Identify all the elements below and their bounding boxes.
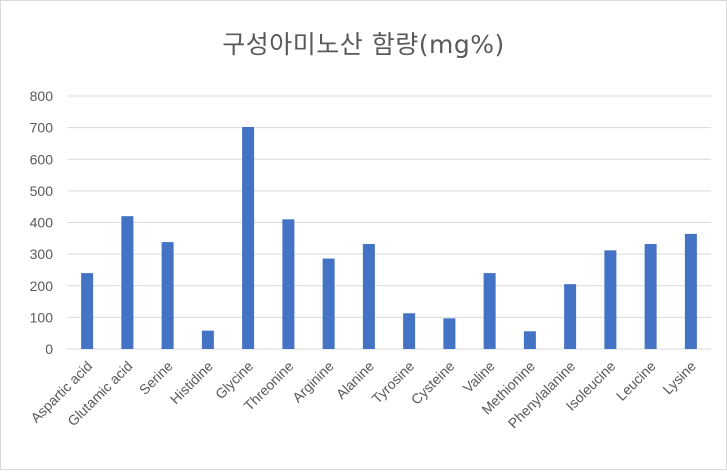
x-tick-label: Lysine (659, 358, 699, 398)
y-tick-label: 0 (45, 341, 53, 357)
bar-histidine (201, 330, 214, 349)
bar-leucine (644, 244, 657, 349)
bar-serine (161, 242, 174, 349)
y-tick-label: 200 (30, 278, 54, 294)
y-tick-label: 100 (30, 309, 54, 325)
y-tick-label: 600 (30, 151, 54, 167)
bar-tyrosine (403, 313, 416, 349)
bar-valine (483, 273, 496, 349)
y-tick-label: 700 (30, 120, 54, 136)
bar-aspartic-acid (81, 273, 94, 349)
bar-lysine (684, 233, 697, 349)
bar-glycine (242, 126, 255, 350)
bar-cysteine (443, 318, 456, 349)
y-tick-label: 500 (30, 183, 54, 199)
x-tick-label: Cysteine (408, 358, 458, 408)
bar-glutamic-acid (121, 216, 134, 349)
x-tick-label: Arginine (289, 358, 337, 406)
y-tick-label: 400 (30, 215, 54, 231)
x-tick-label: Leucine (613, 358, 659, 404)
bar-arginine (322, 258, 335, 349)
bar-methionine (523, 331, 536, 349)
bar-alanine (362, 244, 375, 349)
x-tick-label: Histidine (167, 358, 216, 407)
x-tick-label: Valine (460, 358, 498, 396)
chart-title: 구성아미노산 함량(mg%) (222, 30, 505, 59)
bar-phenylalanine (564, 284, 577, 349)
y-tick-label: 300 (30, 246, 54, 262)
bar-isoleucine (604, 250, 617, 349)
y-tick-label: 800 (30, 88, 54, 104)
bar-threonine (282, 219, 295, 349)
